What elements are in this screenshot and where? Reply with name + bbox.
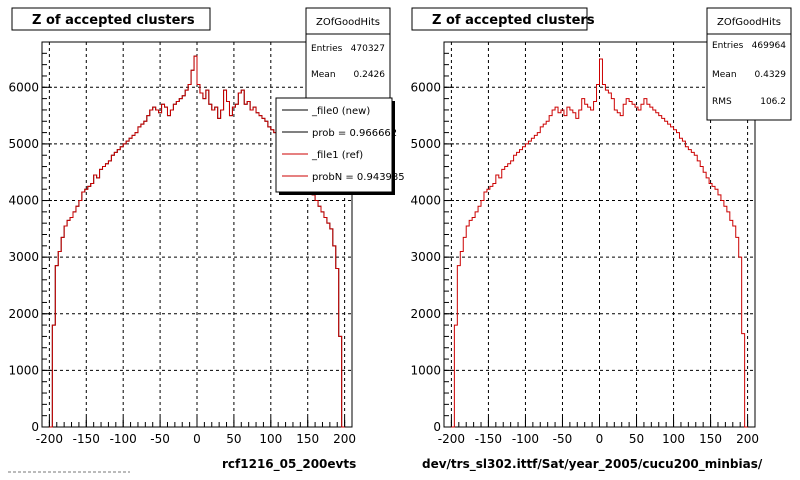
stats-box: ZOfGoodHits Entries 469964 Mean 0.4329 RMS 106…: [706, 7, 792, 121]
x-tick-label: 150: [296, 432, 319, 446]
y-tick-label: 0: [433, 420, 441, 434]
x-tick-label: 100: [662, 432, 685, 446]
y-tick-label: 3000: [410, 250, 441, 264]
stats-value: 0.4329: [755, 70, 787, 80]
legend-label: _file0 (new): [311, 106, 370, 117]
x-tick-label: -50: [553, 432, 573, 446]
y-tick-label: 4000: [8, 194, 39, 208]
stats-box-frame: [706, 7, 792, 121]
title-box: Z of accepted clusters: [411, 7, 595, 31]
y-tick-label: 0: [31, 420, 39, 434]
stats-name: ZOfGoodHits: [717, 17, 781, 28]
title-box: Z of accepted clusters: [11, 7, 211, 31]
y-tick-label: 3000: [8, 250, 39, 264]
right-histogram-panel: -200 -150 -100 -50 0 50 100 150 2000100020003000…: [410, 7, 792, 472]
legend-label: _file1 (ref): [311, 150, 363, 161]
stats-label: Entries: [712, 41, 744, 51]
stats-label: Entries: [311, 44, 343, 54]
x-tick-label: -100: [110, 432, 137, 446]
y-tick-label: 2000: [8, 307, 39, 321]
x-tick-label: 200: [736, 432, 759, 446]
stats-name: ZOfGoodHits: [316, 17, 380, 28]
y-tick-label: 6000: [410, 80, 441, 94]
x-tick-label: 50: [226, 432, 241, 446]
x-tick-label: 100: [259, 432, 282, 446]
x-tick-label: 50: [629, 432, 644, 446]
stats-box: ZOfGoodHits Entries 470327 Mean 0.2426: [305, 7, 391, 101]
stats-value: 470327: [351, 44, 385, 54]
y-tick-label: 1000: [410, 363, 441, 377]
title-box-frame: [11, 7, 211, 31]
x-tick-label: -150: [73, 432, 100, 446]
x-tick-label: -200: [36, 432, 63, 446]
x-tick-label: 0: [596, 432, 604, 446]
y-tick-label: 4000: [410, 194, 441, 208]
x-tick-label: 150: [699, 432, 722, 446]
x-tick-label: -150: [475, 432, 502, 446]
y-tick-label: 5000: [410, 137, 441, 151]
stats-value: 469964: [752, 41, 787, 51]
y-tick-label: 5000: [8, 137, 39, 151]
x-tick-label: -50: [150, 432, 170, 446]
y-tick-label: 6000: [8, 80, 39, 94]
y-tick-label: 2000: [410, 307, 441, 321]
chart-title: Z of accepted clusters: [32, 13, 195, 28]
x-axis-caption: dev/trs_sl302.ittf/Sat/year_2005/cucu200…: [422, 457, 763, 472]
legend: _file0 (new) prob = 0.966662 _file1 (ref) p…: [275, 97, 405, 195]
title-box-frame: [411, 7, 588, 31]
x-tick-label: -200: [438, 432, 465, 446]
stats-label: RMS: [712, 97, 732, 107]
x-tick-label: 0: [193, 432, 201, 446]
x-tick-label: 200: [333, 432, 356, 446]
x-axis-caption: rcf1216_05_200evts: [222, 457, 356, 472]
stats-label: Mean: [311, 70, 336, 80]
stats-value: 0.2426: [354, 70, 386, 80]
legend-label: prob = 0.966662: [312, 128, 397, 139]
stats-value: 106.2: [760, 97, 786, 107]
left-histogram-panel: -200 -150 -100 -50 0 50 100 150 2000100020003000…: [8, 7, 405, 472]
y-tick-label: 1000: [8, 363, 39, 377]
chart-title: Z of accepted clusters: [432, 13, 595, 28]
stats-label: Mean: [712, 70, 737, 80]
histogram-series-primary: [451, 58, 748, 428]
legend-label: probN = 0.943985: [312, 172, 405, 183]
x-tick-label: -100: [512, 432, 539, 446]
